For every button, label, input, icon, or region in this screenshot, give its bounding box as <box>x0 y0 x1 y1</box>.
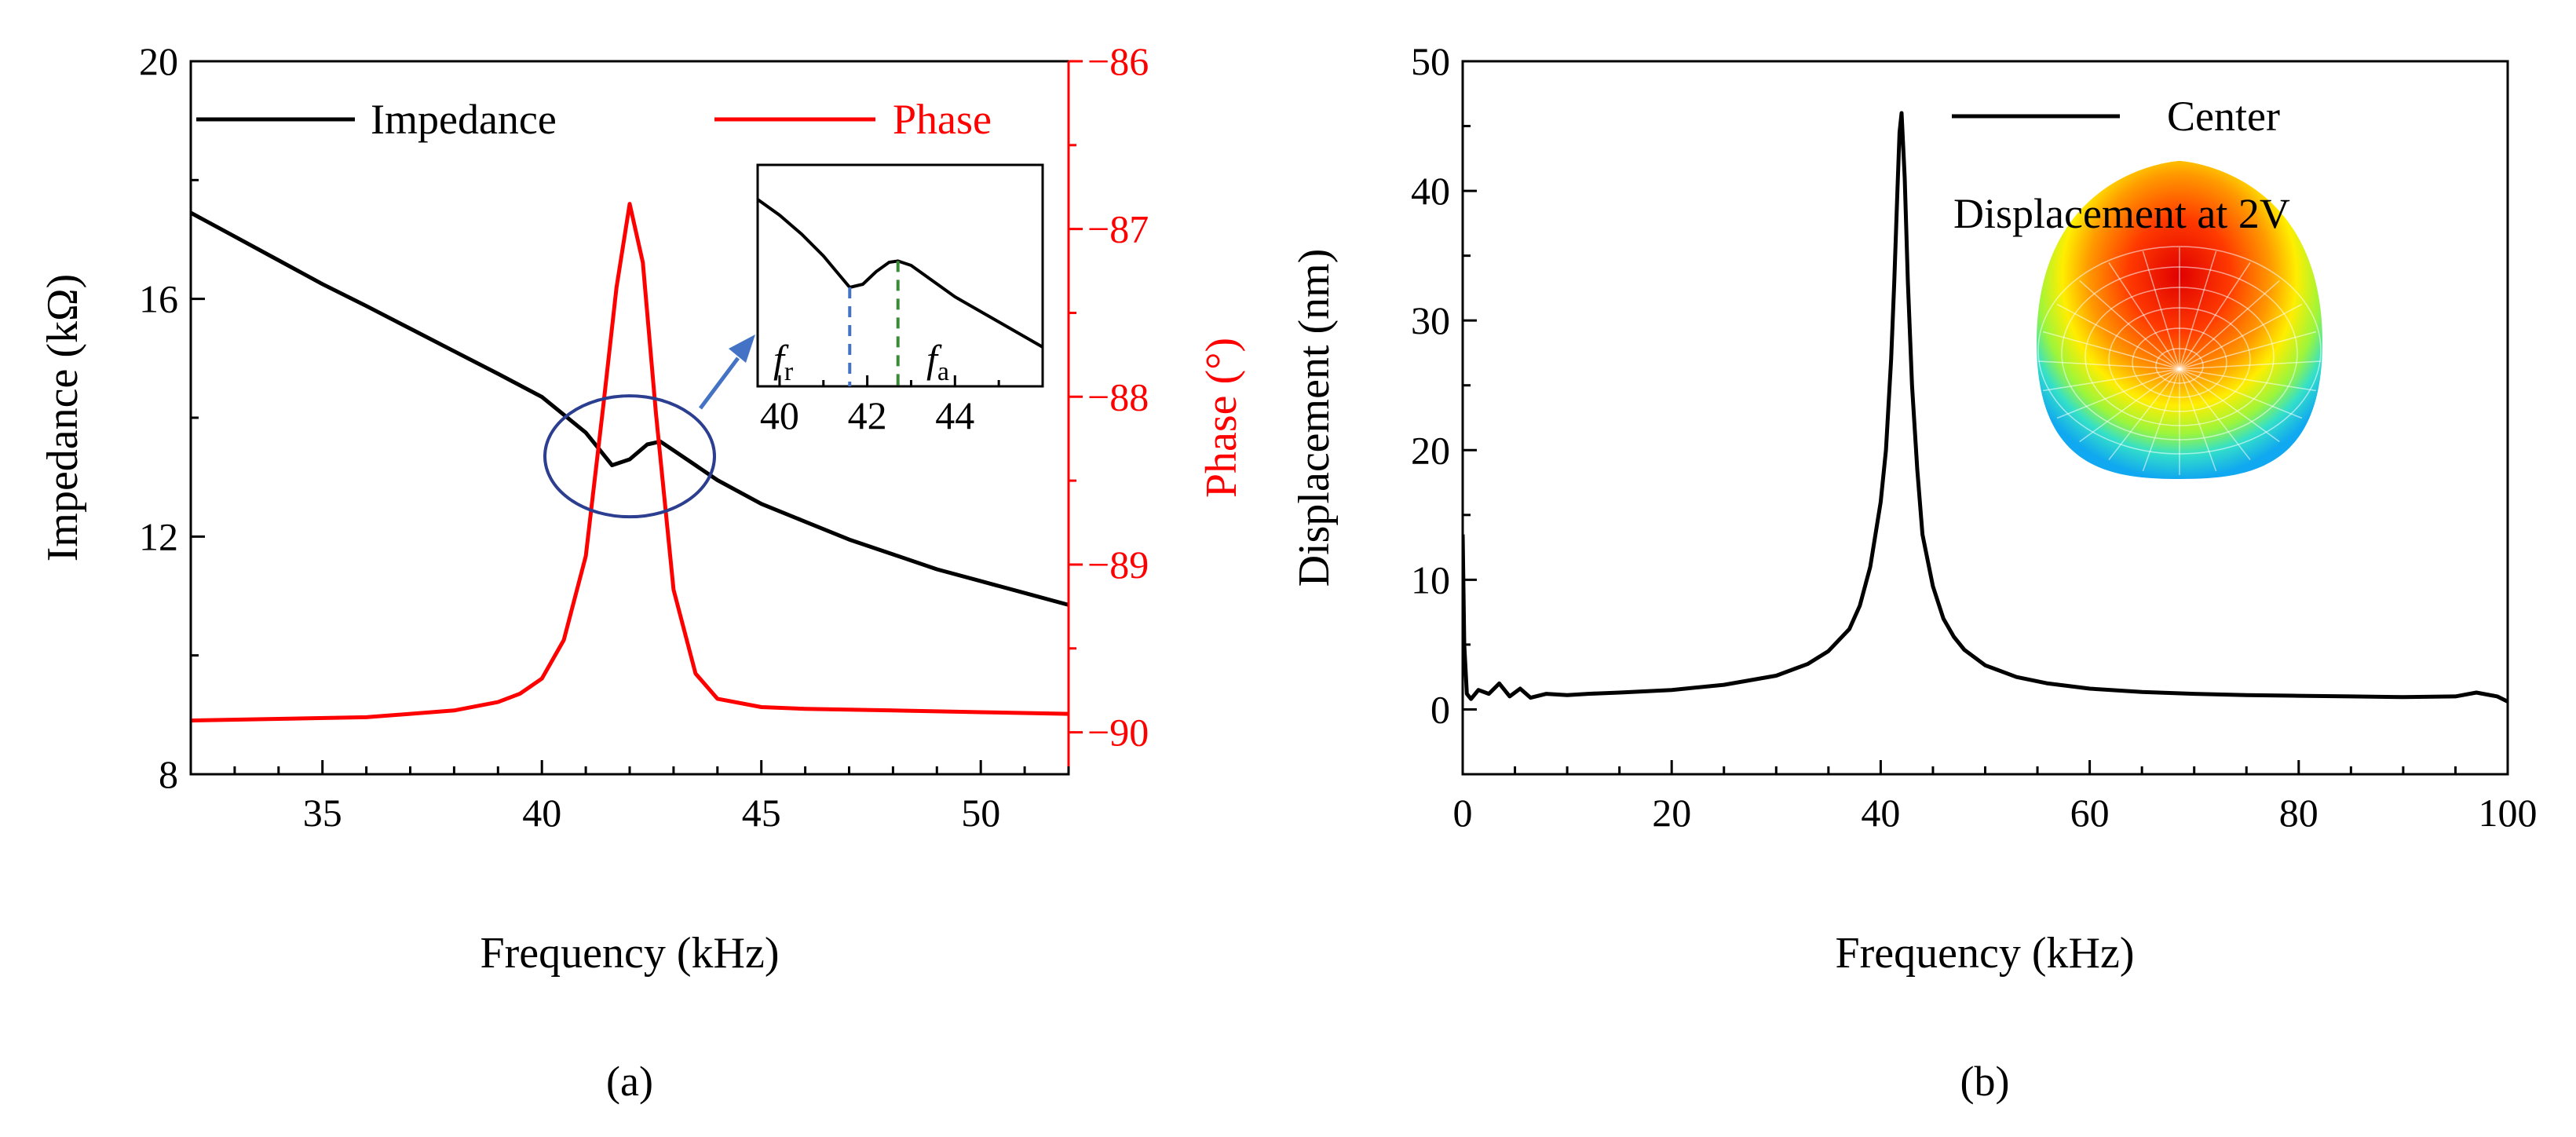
dome-mesh-radial <box>2179 368 2280 443</box>
y-tick-label-12: 12 <box>139 514 178 558</box>
b-y-tick-label-0: 0 <box>1431 687 1450 731</box>
panel-a-right-axis-title: Phase (°) <box>1197 338 1246 498</box>
x-tick-label-45: 45 <box>742 791 781 835</box>
dome-mesh-radial <box>2179 368 2303 419</box>
panel-b-label: (b) <box>1960 1058 2010 1105</box>
x-tick-label-40: 40 <box>522 791 561 835</box>
dome-mesh-ring <box>2108 307 2251 412</box>
panel-a-chart: 35 40 45 50 8 12 16 20 −90 −89 −88 −87 −86 Impedance… <box>38 39 1246 1105</box>
panel-b-y-axis-title: Displacement (nm) <box>1290 249 1339 587</box>
displacement-annotation: Displacement at 2V <box>1953 190 2290 237</box>
inset-arrow-shaft <box>699 356 740 410</box>
x-tick-label-50: 50 <box>961 791 1000 835</box>
b-x-tick-label-80: 80 <box>2279 791 2318 835</box>
dome-mesh-radial <box>2079 368 2180 443</box>
dome-mesh-radial <box>2179 368 2316 392</box>
panel-a-inset: 40 42 44 fr fa <box>756 163 1044 437</box>
panel-a-left-axis-title: Impedance (kΩ) <box>38 274 87 562</box>
legend-impedance-label: Impedance <box>371 96 557 143</box>
x-tick-label-35: 35 <box>303 791 342 835</box>
panel-b-x-axis-title: Frequency (kHz) <box>1836 929 2135 978</box>
panel-a-x-axis-title: Frequency (kHz) <box>480 929 780 978</box>
y2-tick-label--90: −90 <box>1087 711 1149 755</box>
dome-mesh-ring <box>2061 266 2298 441</box>
dome-mesh-radial <box>2056 303 2180 370</box>
dome-mesh-ring <box>2085 287 2275 426</box>
b-x-tick-label-0: 0 <box>1453 791 1473 835</box>
series-center-line <box>1463 111 2508 704</box>
b-y-tick-label-20: 20 <box>1411 428 1450 472</box>
inset-x-tick-label-42: 42 <box>848 393 887 437</box>
dome-mesh-ring <box>2132 327 2227 398</box>
dome-mesh-radial <box>2056 368 2180 419</box>
legend-center-label: Center <box>2167 93 2280 140</box>
series-impedance-line <box>191 210 1069 607</box>
resonance-highlight-circle <box>543 394 716 519</box>
inset-x-tick-label-40: 40 <box>760 393 799 437</box>
b-y-tick-label-10: 10 <box>1411 558 1450 601</box>
dome-mesh-radial <box>2142 368 2180 472</box>
b-x-tick-label-100: 100 <box>2479 791 2538 835</box>
legend-phase-label: Phase <box>893 96 992 143</box>
y-tick-label-20: 20 <box>139 39 178 83</box>
b-y-tick-label-30: 30 <box>1411 298 1450 342</box>
y-tick-label-16: 16 <box>139 277 178 321</box>
b-y-tick-label-40: 40 <box>1411 169 1450 213</box>
y2-tick-label--89: −89 <box>1087 543 1149 587</box>
dome-mesh-ring <box>2037 246 2322 455</box>
inset-impedance-line <box>756 198 1043 349</box>
b-x-tick-label-60: 60 <box>2070 791 2110 835</box>
panel-b-legend: Center <box>1952 93 2280 140</box>
y2-tick-label--87: −87 <box>1087 207 1149 251</box>
displacement-dome-illustration <box>2037 161 2322 479</box>
dome-mesh-radial <box>2179 303 2303 370</box>
y-tick-label-8: 8 <box>159 752 178 796</box>
dome-mesh-radial <box>2179 368 2217 472</box>
panel-a-label: (a) <box>606 1058 653 1105</box>
inset-x-tick-label-44: 44 <box>935 393 974 437</box>
b-y-tick-label-50: 50 <box>1411 39 1450 83</box>
panel-a-legend: Impedance Phase <box>196 96 992 143</box>
b-x-tick-label-20: 20 <box>1652 791 1691 835</box>
series-phase-line <box>191 202 1069 723</box>
b-x-tick-label-40: 40 <box>1861 791 1900 835</box>
y2-tick-label--88: −88 <box>1087 375 1149 419</box>
inset-frame <box>756 163 1044 388</box>
dome-mesh-ring <box>2155 348 2204 384</box>
y2-tick-label--86: −86 <box>1087 39 1149 83</box>
dome-mesh-radial <box>2043 368 2180 392</box>
panel-b-chart: 0 20 40 60 80 100 0 10 20 30 40 50 Center Displacem… <box>1290 39 2538 1105</box>
inset-arrow-head <box>729 335 755 363</box>
